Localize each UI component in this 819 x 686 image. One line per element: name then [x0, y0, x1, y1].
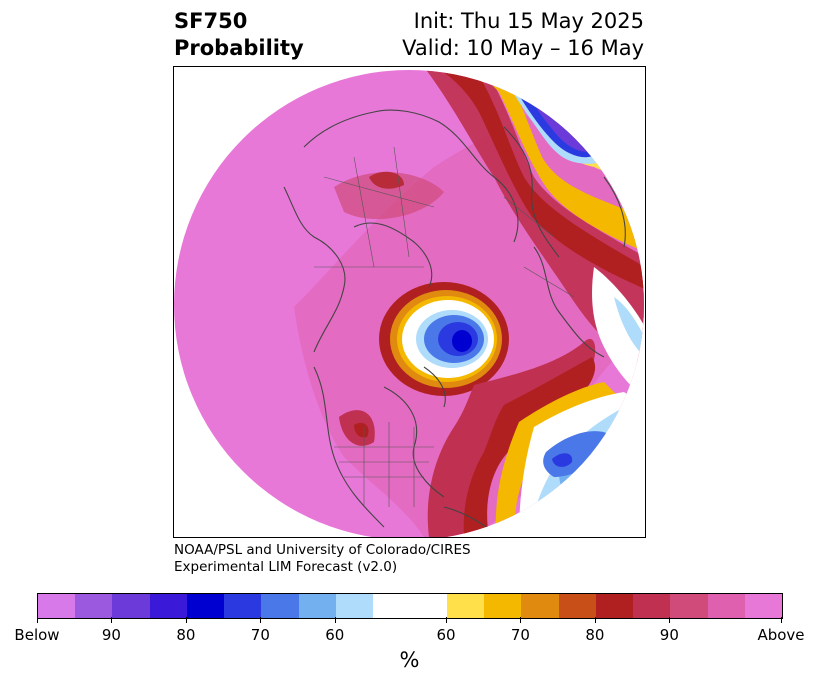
data-credit: NOAA/PSL and University of Colorado/CIRE…: [174, 542, 471, 576]
colorbar-segment: [744, 594, 782, 618]
colorbar-segment: [633, 594, 671, 618]
colorbar-segment: [186, 594, 225, 618]
valid-range: Valid: 10 May – 16 May: [402, 36, 644, 60]
colorbar-tick-mark: [669, 617, 671, 623]
above-band-max-3: [354, 422, 369, 438]
coastlines: [283, 106, 635, 533]
colorbar-segment: [521, 594, 559, 618]
colorbar-segment: [484, 594, 522, 618]
colorbar-tick-label: 90: [659, 626, 679, 644]
colorbar-segment: [149, 594, 187, 618]
colorbar-segment: [335, 594, 373, 618]
colorbar-tick-mark: [185, 617, 187, 623]
colorbar-tick-label: Above: [757, 626, 805, 644]
colorbar-ticks: Below 90 80 70 60 60 70 80 90 Above: [14, 617, 805, 647]
probability-map: [174, 70, 644, 537]
map-panel: [173, 66, 646, 538]
above-band-max-1: [369, 171, 404, 189]
colorbar-tick-mark: [446, 617, 447, 623]
colorbar-unit-label: %: [399, 648, 420, 672]
colorbar-tick-label: 80: [585, 626, 605, 644]
colorbar-tick-mark: [260, 617, 262, 623]
colorbar-segment: [38, 594, 76, 618]
ne-ridge-core: [436, 70, 644, 289]
colorbar-tick-mark: [111, 617, 113, 623]
forecast-dates: Init: Thu 15 May 2025 Valid: 10 May – 16…: [402, 8, 644, 62]
map-title: SF750 Probability: [174, 8, 304, 62]
product-name: Probability: [174, 36, 304, 60]
colorbar-tick-mark: [37, 617, 38, 623]
init-date: Init: Thu 15 May 2025: [413, 9, 644, 33]
above-band-80: [334, 172, 444, 220]
atl-blue-90: [552, 453, 573, 467]
colorbar-tick-mark: [520, 617, 522, 623]
colorbar-segment: [298, 594, 336, 618]
colorbar-segment: [595, 594, 634, 618]
east-blue: [614, 297, 644, 357]
colorbar-segment: [261, 594, 299, 618]
polar-blue-90: [452, 330, 472, 352]
colorbar-tick-label: Below: [14, 626, 60, 644]
colorbar-segment: [372, 594, 447, 618]
political-borders: [314, 146, 575, 507]
colorbar-tick-mark: [594, 617, 596, 623]
colorbar-segment: [446, 594, 485, 618]
colorbar-segment: [707, 594, 745, 618]
credit-line-1: NOAA/PSL and University of Colorado/CIRE…: [174, 542, 471, 558]
variable-name: SF750: [174, 9, 248, 33]
colorbar-tick-label: 60: [325, 626, 345, 644]
east-neutral: [592, 267, 644, 397]
atl-band-gold: [495, 382, 619, 537]
colorbar-segment: [670, 594, 708, 618]
colorbar-tick-label: 70: [250, 626, 270, 644]
colorbar-tick-label: 80: [176, 626, 196, 644]
colorbar: [37, 593, 783, 619]
colorbar-segment: [224, 594, 262, 618]
colorbar-segment: [558, 594, 596, 618]
colorbar-segment: [75, 594, 113, 618]
ne-gold-band: [474, 70, 644, 252]
colorbar-tick-mark: [334, 617, 336, 623]
credit-line-2: Experimental LIM Forecast (v2.0): [174, 559, 398, 575]
colorbar-segment: [112, 594, 150, 618]
colorbar-tick-label: 70: [510, 626, 530, 644]
colorbar-tick-label: 90: [101, 626, 121, 644]
colorbar-tick-mark: [781, 617, 782, 623]
colorbar-tick-label: 60: [436, 626, 456, 644]
